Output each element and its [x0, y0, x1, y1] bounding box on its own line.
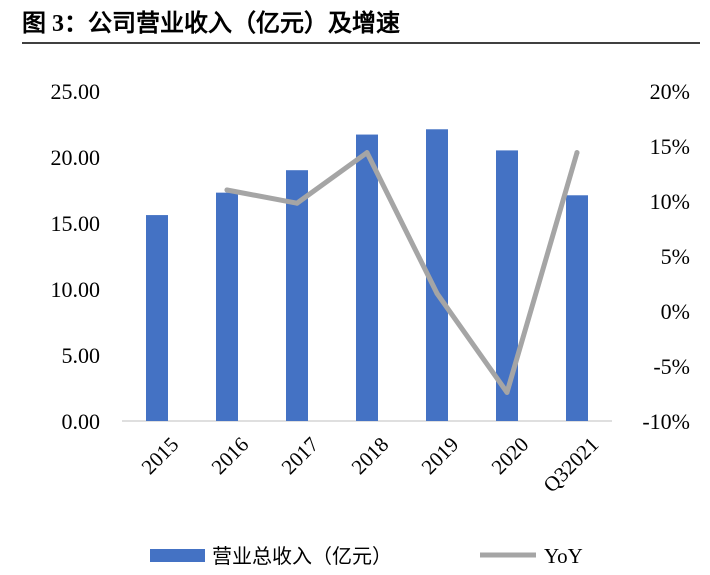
revenue-bar	[426, 129, 448, 421]
y-right-tick-label: 0%	[661, 299, 690, 324]
bars-layer	[146, 129, 588, 421]
line-layer	[224, 150, 580, 395]
figure-title: 图 3：公司营业收入（亿元）及增速	[22, 9, 400, 37]
y-right-tick-label: 10%	[650, 189, 690, 214]
x-tick-label: 2017	[277, 432, 324, 479]
y-left-tick-label: 10.00	[51, 277, 101, 302]
y-left-tick-label: 15.00	[51, 211, 101, 236]
revenue-bar	[356, 134, 378, 421]
y-left-tick-label: 0.00	[62, 409, 101, 434]
legend-label-yoy: YoY	[544, 544, 583, 568]
yoy-line	[224, 150, 580, 395]
legend-swatch-revenue	[150, 549, 205, 562]
x-tick-label: 2020	[487, 432, 534, 479]
yoy-point	[574, 150, 580, 156]
x-tick-label: 2016	[207, 432, 254, 479]
x-tick-label: 2015	[137, 432, 184, 479]
legend: 营业总收入（亿元） YoY	[150, 544, 583, 568]
y-right-tick-label: 20%	[650, 79, 690, 104]
y-right-tick-label: -10%	[642, 409, 690, 434]
yoy-point	[434, 290, 440, 296]
y-left-tick-label: 5.00	[62, 343, 101, 368]
revenue-bar	[146, 215, 168, 421]
revenue-bar	[216, 192, 238, 421]
legend-label-revenue: 营业总收入（亿元）	[212, 545, 392, 568]
revenue-bar	[496, 150, 518, 421]
x-tick-label: 2018	[347, 432, 394, 479]
yoy-point	[294, 200, 300, 206]
revenue-bar	[566, 195, 588, 421]
y-left-tick-label: 20.00	[51, 145, 101, 170]
yoy-point	[504, 389, 510, 395]
x-tick-label: 2019	[417, 432, 464, 479]
y-right-tick-label: 5%	[661, 244, 690, 269]
y-right-tick-label: 15%	[650, 134, 690, 159]
y-right-tick-label: -5%	[653, 354, 690, 379]
revenue-bar	[286, 170, 308, 421]
yoy-point	[224, 187, 230, 193]
y-left-tick-label: 25.00	[51, 79, 101, 104]
yoy-point	[364, 150, 370, 156]
x-tick-label: Q32021	[538, 432, 603, 497]
